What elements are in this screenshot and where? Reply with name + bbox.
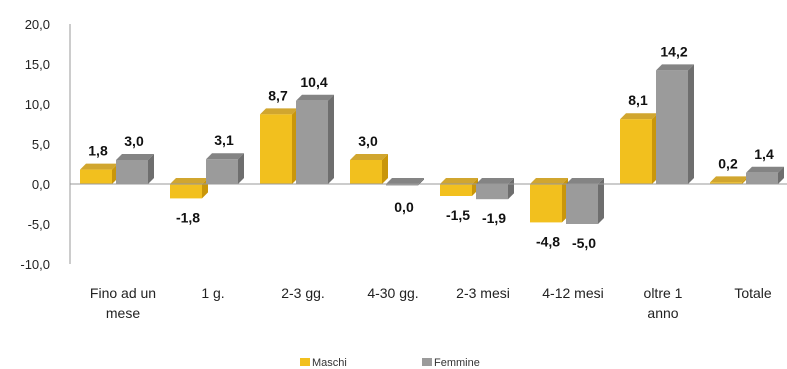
bar-side bbox=[148, 154, 154, 184]
data-label: 0,0 bbox=[394, 199, 414, 215]
bar-top bbox=[476, 178, 514, 184]
y-tick-label: 0,0 bbox=[32, 177, 50, 192]
bar-front bbox=[566, 184, 598, 224]
bar-maschi bbox=[440, 178, 478, 196]
data-label: 14,2 bbox=[660, 43, 687, 59]
bars-layer bbox=[70, 64, 787, 224]
bar-front bbox=[746, 172, 778, 184]
bar-maschi bbox=[80, 163, 118, 184]
bar-femmine bbox=[566, 178, 604, 224]
bar-top bbox=[440, 178, 478, 184]
bar-front bbox=[296, 100, 328, 184]
bar-top bbox=[656, 64, 694, 71]
data-label: -1,8 bbox=[176, 209, 200, 225]
x-tick-label: 4-30 gg. bbox=[367, 285, 418, 301]
bar-femmine bbox=[206, 153, 244, 184]
bar-top bbox=[710, 176, 748, 183]
bar-top bbox=[206, 153, 244, 160]
x-tick-label: 1 g. bbox=[201, 285, 224, 301]
data-label: 1,4 bbox=[754, 146, 774, 162]
bar-maschi bbox=[710, 176, 748, 184]
bar-top bbox=[260, 108, 298, 115]
y-tick-label: -10,0 bbox=[20, 257, 50, 272]
y-tick-label: 20,0 bbox=[25, 17, 50, 32]
bar-top bbox=[170, 178, 208, 184]
x-tick-label: Totale bbox=[734, 285, 772, 301]
y-tick-label: 10,0 bbox=[25, 97, 50, 112]
bar-femmine bbox=[656, 64, 694, 184]
data-label: 1,8 bbox=[88, 143, 108, 159]
y-tick-label: 15,0 bbox=[25, 57, 50, 72]
bar-front bbox=[116, 160, 148, 184]
y-tick-label: -5,0 bbox=[28, 217, 50, 232]
bar-front bbox=[80, 169, 112, 184]
y-axis: -10,0 -5,0 0,0 5,0 10,0 15,0 20,0 bbox=[20, 17, 71, 272]
bar-side bbox=[778, 166, 784, 184]
bar-front bbox=[260, 114, 292, 184]
bar-femmine bbox=[476, 178, 514, 200]
data-label: -1,5 bbox=[446, 207, 470, 223]
legend-label-femmine: Femmine bbox=[434, 357, 480, 369]
data-label: -4,8 bbox=[536, 233, 560, 249]
bar-front bbox=[710, 182, 742, 184]
data-label: 3,0 bbox=[358, 133, 378, 149]
bar-front bbox=[620, 119, 652, 184]
bar-side bbox=[508, 178, 514, 200]
data-label: 10,4 bbox=[300, 74, 327, 90]
y-tick-label: 5,0 bbox=[32, 137, 50, 152]
bar-femmine bbox=[116, 154, 154, 184]
bar-side bbox=[328, 94, 334, 184]
bar-side bbox=[382, 154, 388, 184]
bar-front bbox=[386, 184, 418, 186]
legend-swatch-femmine bbox=[422, 358, 432, 366]
data-label: -5,0 bbox=[572, 235, 596, 251]
legend-label-maschi: Maschi bbox=[312, 357, 347, 369]
bar-front bbox=[476, 184, 508, 200]
bar-top bbox=[80, 163, 118, 170]
bar-top bbox=[350, 154, 388, 160]
bar-front bbox=[206, 159, 238, 184]
bar-side bbox=[688, 64, 694, 184]
bar-top bbox=[116, 154, 154, 160]
bar-front bbox=[440, 184, 472, 196]
bar-side bbox=[598, 178, 604, 224]
x-tick-label: oltre 1 anno bbox=[644, 285, 683, 321]
bar-maschi bbox=[350, 154, 388, 184]
bar-top bbox=[296, 94, 334, 101]
bar-top bbox=[620, 113, 658, 120]
bar-front bbox=[656, 70, 688, 184]
bar-top bbox=[566, 178, 604, 184]
data-label: 3,1 bbox=[214, 132, 234, 148]
bar-front bbox=[530, 184, 562, 223]
legend: Maschi Femmine bbox=[300, 357, 480, 369]
bar-front bbox=[350, 160, 382, 184]
bar-side bbox=[238, 153, 244, 184]
category-labels: Fino ad un mese 1 g. 2-3 gg. 4-30 gg. 2-3 mes… bbox=[90, 285, 772, 321]
bar-top bbox=[386, 178, 424, 184]
bar-femmine bbox=[296, 94, 334, 184]
data-label: 8,7 bbox=[268, 87, 288, 103]
bar-top bbox=[530, 178, 568, 184]
bar-front bbox=[170, 184, 202, 199]
x-tick-label: 2-3 gg. bbox=[281, 285, 325, 301]
x-tick-label: Fino ad un mese bbox=[90, 285, 156, 321]
legend-swatch-maschi bbox=[300, 358, 310, 366]
bar-maschi bbox=[620, 113, 658, 184]
data-labels: 1,8 3,0 -1,8 3,1 8,7 10,4 3,0 0,0 -1,5 -1,9 -4,8 -5… bbox=[88, 43, 774, 251]
data-label: -1,9 bbox=[482, 210, 506, 226]
bar-top bbox=[746, 166, 784, 173]
bar-femmine bbox=[746, 166, 784, 184]
bar-maschi bbox=[530, 178, 568, 223]
data-label: 8,1 bbox=[628, 92, 648, 108]
x-tick-label: 2-3 mesi bbox=[456, 285, 510, 301]
data-label: 3,0 bbox=[124, 133, 144, 149]
data-label: 0,2 bbox=[718, 155, 738, 171]
x-tick-label: 4-12 mesi bbox=[542, 285, 603, 301]
bar-maschi bbox=[170, 178, 208, 199]
bar-maschi bbox=[260, 108, 298, 184]
